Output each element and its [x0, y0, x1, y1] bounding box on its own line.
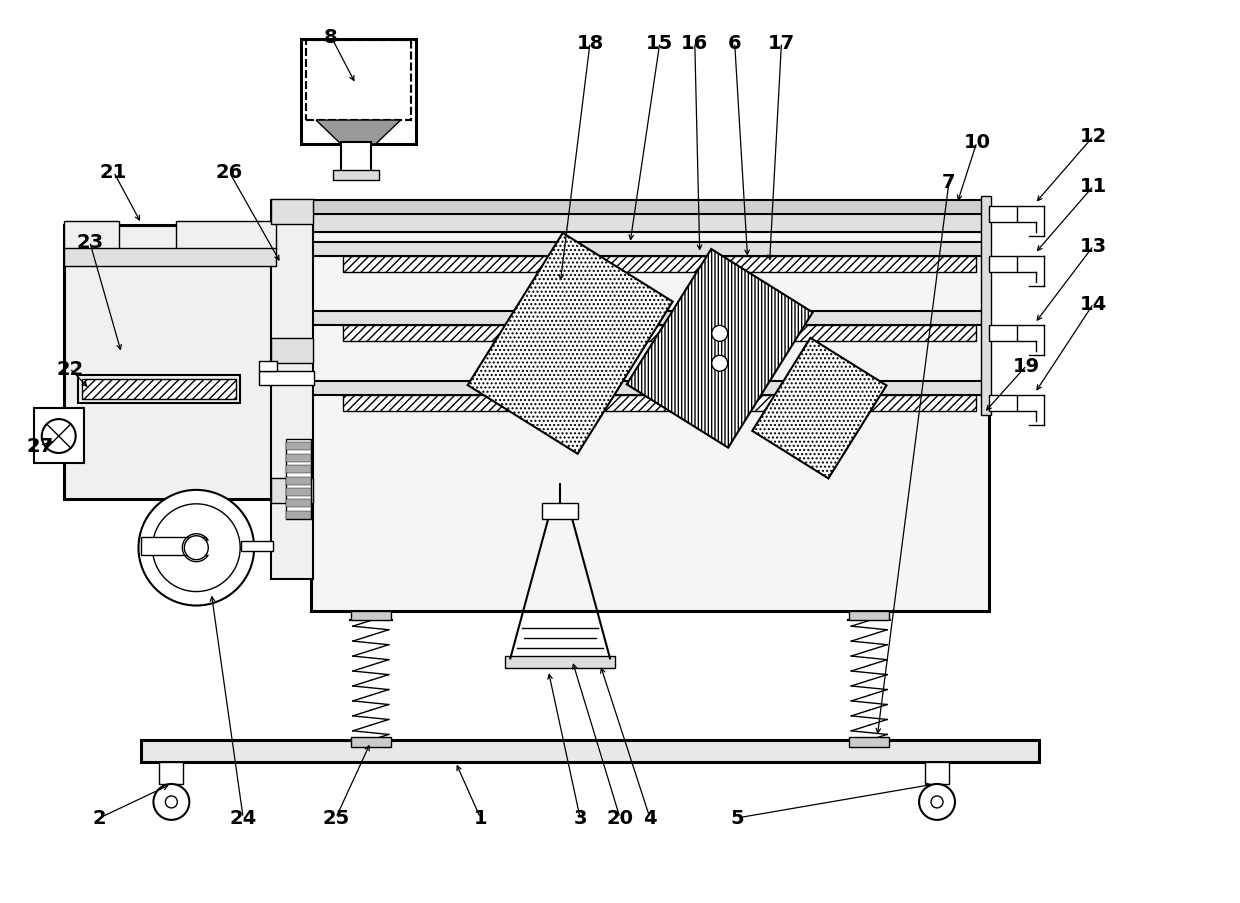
Text: 4: 4 [644, 808, 657, 827]
Text: 13: 13 [1080, 237, 1107, 256]
Bar [272, 200, 312, 579]
Circle shape [185, 536, 208, 560]
Bar [506, 656, 615, 668]
Text: 14: 14 [1080, 294, 1107, 313]
Bar [925, 762, 949, 784]
Bar [988, 396, 1017, 412]
Text: 2: 2 [93, 808, 107, 827]
Text: 27: 27 [26, 436, 53, 455]
Bar [988, 207, 1017, 222]
Text: 20: 20 [606, 808, 634, 827]
Bar [78, 376, 241, 404]
Bar [351, 610, 391, 620]
Bar [286, 477, 311, 485]
Polygon shape [316, 121, 401, 144]
Bar [63, 226, 273, 499]
Bar [342, 326, 976, 342]
Text: 17: 17 [768, 33, 795, 52]
Text: 11: 11 [1080, 177, 1107, 196]
Bar [311, 210, 988, 232]
Polygon shape [626, 250, 812, 448]
Text: 24: 24 [229, 808, 257, 827]
Text: 8: 8 [324, 28, 337, 47]
Bar [176, 221, 277, 249]
Bar [311, 382, 988, 396]
Polygon shape [753, 339, 887, 479]
Bar [286, 489, 311, 497]
Text: 1: 1 [474, 808, 487, 827]
Bar [141, 740, 1039, 762]
Polygon shape [467, 234, 672, 454]
Bar [286, 466, 311, 474]
Bar [342, 396, 976, 412]
Text: 18: 18 [577, 33, 604, 52]
Text: 6: 6 [728, 33, 742, 52]
Bar [259, 372, 314, 386]
Bar [259, 362, 277, 372]
Bar [306, 42, 410, 121]
Text: 3: 3 [573, 808, 587, 827]
Bar [342, 256, 976, 272]
Bar [82, 380, 236, 400]
Bar [286, 454, 311, 462]
Bar [988, 326, 1017, 342]
Text: 25: 25 [322, 808, 350, 827]
Bar [332, 171, 378, 181]
Text: 5: 5 [730, 808, 744, 827]
Text: 7: 7 [942, 173, 956, 192]
Bar [160, 762, 184, 784]
Circle shape [712, 326, 728, 342]
Text: 15: 15 [646, 33, 673, 52]
Bar [286, 440, 311, 519]
Bar [286, 443, 311, 451]
Bar [33, 409, 83, 463]
Bar [241, 541, 273, 551]
Circle shape [153, 504, 241, 591]
Bar [306, 42, 410, 121]
Bar [311, 212, 988, 610]
Bar [301, 41, 415, 144]
Circle shape [42, 420, 76, 453]
Bar [542, 503, 578, 519]
Text: 26: 26 [216, 163, 243, 182]
Bar [311, 200, 988, 215]
Text: 10: 10 [963, 134, 991, 153]
Text: 16: 16 [681, 33, 708, 52]
Bar [286, 511, 311, 519]
Bar [272, 479, 312, 503]
Circle shape [931, 796, 942, 808]
Bar [341, 143, 371, 174]
Bar [306, 42, 410, 121]
Bar [63, 221, 119, 249]
Bar [63, 248, 277, 266]
Circle shape [712, 356, 728, 372]
Bar [311, 312, 988, 326]
Circle shape [165, 796, 177, 808]
Bar [272, 339, 312, 364]
Bar [849, 738, 889, 748]
Bar [988, 256, 1017, 272]
Bar [849, 610, 889, 620]
Circle shape [154, 784, 190, 820]
Bar [141, 537, 206, 555]
Text: 19: 19 [1013, 357, 1040, 376]
Bar [272, 200, 312, 225]
Text: 21: 21 [100, 163, 128, 182]
Text: 23: 23 [76, 233, 103, 252]
Bar [981, 197, 991, 415]
Bar [351, 738, 391, 748]
Bar [311, 242, 988, 256]
Text: 12: 12 [1080, 127, 1107, 146]
Text: 22: 22 [56, 359, 83, 378]
Bar [286, 500, 311, 507]
Circle shape [139, 490, 254, 606]
Circle shape [919, 784, 955, 820]
